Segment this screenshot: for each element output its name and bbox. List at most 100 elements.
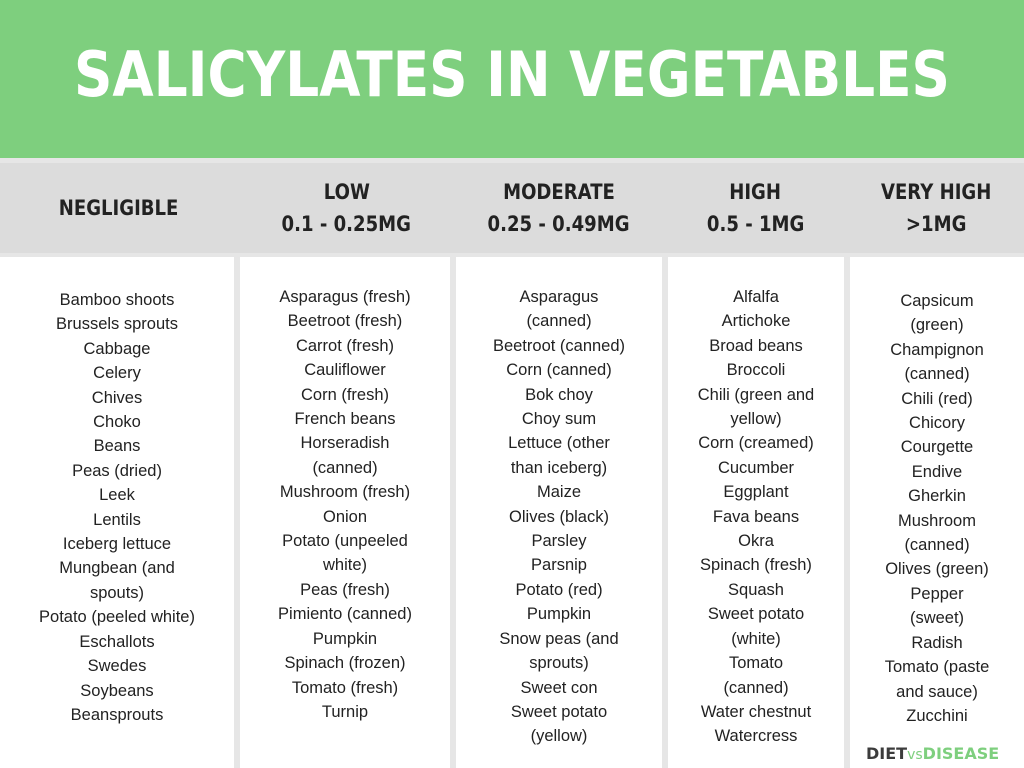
list-item: Chili (green and: [697, 385, 815, 404]
list-item: (sweet): [909, 609, 965, 628]
list-item: Turnip: [321, 702, 369, 721]
column-low: Asparagus (fresh) Beetroot (fresh) Carrot …: [240, 257, 450, 768]
list-item: Okra: [738, 532, 774, 551]
list-item: Mushroom (fresh): [279, 483, 411, 502]
list-item: (canned): [526, 312, 592, 331]
list-item: Capsicum: [900, 292, 974, 310]
list-item: Corn (fresh): [300, 385, 390, 404]
list-item: (canned): [312, 458, 378, 477]
list-item: Carrot (fresh): [295, 336, 395, 355]
list-item: white): [322, 556, 367, 575]
food-list: Capsicum (green) Champignon (canned) Chili (…: [850, 289, 1024, 728]
list-item: Onion: [322, 507, 368, 526]
list-item: Chili (red): [901, 389, 973, 408]
column-heading-moderate: MODERATE 0.25 - 0.49MG: [455, 163, 663, 253]
list-item: Water chestnut: [700, 702, 812, 721]
list-item: Chives: [91, 388, 143, 407]
heading-range: 0.5 - 1MG: [706, 212, 805, 236]
list-item: Brussels sprouts: [56, 315, 178, 334]
column-high: Alfalfa Artichoke Broad beans Broccoli Chili…: [668, 257, 844, 768]
list-item: (green): [910, 316, 964, 335]
list-item: Broccoli: [726, 361, 786, 380]
column-very-high: Capsicum (green) Champignon (canned) Chili (…: [850, 257, 1024, 768]
list-item: (canned): [904, 365, 970, 384]
list-item: Sweet con: [520, 678, 598, 697]
list-item: Beetroot (fresh): [287, 312, 403, 331]
column-heading-negligible: NEGLIGIBLE: [0, 163, 238, 253]
list-item: Artichoke: [721, 312, 791, 331]
list-item: Beetroot (canned): [492, 336, 626, 355]
list-item: Mungbean (and: [59, 559, 175, 578]
list-item: Pepper: [910, 584, 964, 603]
list-item: Beans: [93, 437, 141, 456]
list-item: Potato (unpeeled: [282, 532, 408, 551]
list-item: Parsnip: [531, 556, 587, 575]
list-item: Broad beans: [709, 336, 803, 355]
list-item: Pumpkin: [312, 629, 378, 648]
list-item: Tomato: [728, 654, 784, 673]
food-list: Bamboo shoots Brussels sprouts Cabbage Cele…: [0, 288, 234, 727]
column-moderate: Asparagus (canned) Beetroot (canned) Corn (…: [456, 257, 662, 768]
list-item: Lentils: [93, 510, 141, 529]
list-item: (white): [731, 629, 781, 648]
list-item: Fava beans: [712, 507, 800, 526]
title-banner: SALICYLATES IN VEGETABLES: [0, 0, 1024, 158]
list-item: Cabbage: [83, 339, 151, 358]
list-item: Squash: [728, 580, 784, 599]
list-item: Horseradish: [300, 434, 390, 453]
list-item: Bok choy: [525, 385, 593, 404]
list-item: Chicory: [909, 414, 965, 433]
list-item: French beans: [294, 410, 396, 429]
list-item: Parsley: [531, 532, 587, 551]
list-item: Watercress: [714, 727, 798, 746]
list-item: Tomato (fresh): [291, 678, 399, 697]
list-item: Pimiento (canned): [278, 605, 412, 624]
list-item: Champignon: [890, 340, 984, 359]
list-item: Beansprouts: [70, 705, 164, 724]
list-item: Endive: [911, 462, 963, 481]
logo-diet: DIET: [866, 744, 908, 763]
column-negligible: Bamboo shoots Brussels sprouts Cabbage Cele…: [0, 257, 234, 768]
list-item: Spinach (frozen): [284, 654, 406, 673]
list-item: (yellow): [530, 727, 588, 746]
list-item: Corn (creamed): [698, 434, 814, 453]
logo-disease: DISEASE: [922, 744, 1000, 763]
heading-range: 0.1 - 0.25MG: [281, 212, 412, 236]
list-item: Radish: [911, 633, 963, 652]
list-item: yellow): [730, 410, 782, 429]
heading-line: HIGH: [729, 180, 782, 204]
heading-line: NEGLIGIBLE: [59, 196, 179, 220]
list-item: Zucchini: [906, 706, 968, 725]
list-item: Spinach (fresh): [700, 556, 812, 575]
column-heading-high: HIGH 0.5 - 1MG: [663, 163, 848, 253]
heading-line: MODERATE: [503, 180, 615, 204]
list-item: Swedes: [87, 657, 147, 676]
list-item: Iceberg lettuce: [62, 535, 172, 554]
list-item: Asparagus: [519, 288, 599, 306]
list-item: Potato (peeled white): [39, 608, 195, 627]
list-item: sprouts): [529, 654, 589, 673]
page-title: SALICYLATES IN VEGETABLES: [74, 38, 950, 111]
list-item: Eggplant: [723, 483, 789, 502]
heading-range: >1MG: [905, 212, 967, 236]
food-list: Asparagus (fresh) Beetroot (fresh) Carrot …: [240, 285, 450, 724]
list-item: and sauce): [896, 682, 978, 701]
heading-line: LOW: [323, 180, 370, 204]
list-item: spouts): [89, 583, 145, 602]
list-item: Potato (red): [515, 580, 603, 599]
list-item: Peas (fresh): [300, 580, 390, 599]
list-item: Gherkin: [908, 487, 966, 506]
food-list: Asparagus (canned) Beetroot (canned) Corn (…: [456, 285, 662, 749]
list-item: Peas (dried): [72, 461, 162, 480]
heading-line: VERY HIGH: [880, 180, 992, 204]
list-item: Snow peas (and: [499, 629, 619, 648]
list-item: Asparagus (fresh): [279, 288, 411, 306]
list-item: Lettuce (other: [508, 434, 610, 453]
list-item: Celery: [93, 364, 141, 383]
list-item: Olives (green): [885, 560, 989, 579]
list-item: Alfalfa: [733, 288, 779, 306]
list-item: Sweet potato: [707, 605, 805, 624]
list-item: Sweet potato: [510, 702, 608, 721]
column-heading-very-high: VERY HIGH >1MG: [848, 163, 1024, 253]
